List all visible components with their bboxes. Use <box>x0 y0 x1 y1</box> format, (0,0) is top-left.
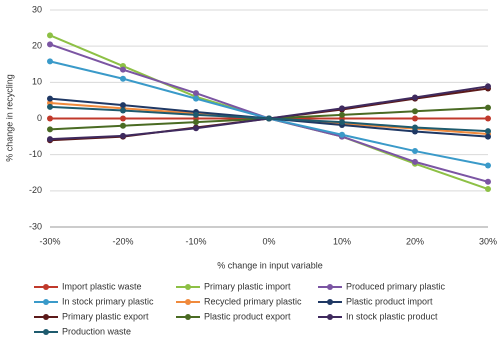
y-tick-label: 20 <box>32 41 42 51</box>
x-tick-label: 10% <box>333 236 351 246</box>
x-tick-label: -20% <box>112 236 133 246</box>
legend-marker <box>185 314 191 320</box>
data-point <box>120 66 126 73</box>
data-point <box>412 148 418 155</box>
data-point <box>47 41 53 48</box>
data-point <box>339 111 345 118</box>
data-point <box>120 107 126 114</box>
legend-marker <box>327 284 333 290</box>
legend-marker <box>327 314 333 320</box>
y-tick-label: -20 <box>29 185 42 195</box>
data-point <box>47 103 53 110</box>
data-point <box>339 131 345 138</box>
data-point <box>485 178 491 185</box>
x-tick-label: -10% <box>185 236 206 246</box>
x-tick-label: 30% <box>479 236 497 246</box>
legend-marker <box>185 299 191 305</box>
data-point <box>120 115 126 122</box>
x-tick-label: 0% <box>262 236 275 246</box>
y-axis-title: % change in recycling <box>4 74 14 162</box>
legend-marker <box>43 299 49 305</box>
series-line <box>49 60 489 167</box>
legend-label: In stock plastic product <box>346 311 438 321</box>
data-point <box>47 136 53 143</box>
legend-marker <box>43 284 49 290</box>
data-point <box>193 95 199 102</box>
data-point <box>193 111 199 118</box>
y-tick-label: 0 <box>37 113 42 123</box>
legend-marker <box>185 284 191 290</box>
data-point <box>412 124 418 131</box>
legend-label: Produced primary plastic <box>346 281 446 291</box>
legend-marker <box>327 299 333 305</box>
legend-label: Import plastic waste <box>62 281 142 291</box>
data-point <box>412 158 418 165</box>
data-point <box>485 83 491 90</box>
data-point <box>485 104 491 111</box>
data-point <box>412 115 418 122</box>
data-point <box>193 125 199 132</box>
data-point <box>339 119 345 126</box>
data-point <box>412 94 418 101</box>
data-point <box>485 115 491 122</box>
series-line <box>49 34 489 190</box>
y-tick-label: 10 <box>32 77 42 87</box>
legend-label: Primary plastic export <box>62 311 149 321</box>
data-point <box>485 133 491 140</box>
series-line <box>49 43 489 183</box>
data-point <box>47 126 53 133</box>
data-point <box>47 58 53 65</box>
data-point <box>47 32 53 39</box>
data-point <box>339 105 345 112</box>
legend-label: In stock primary plastic <box>62 296 154 306</box>
legend-label: Recycled primary plastic <box>204 296 302 306</box>
legend-label: Plastic product import <box>346 296 433 306</box>
data-point <box>193 119 199 126</box>
data-point <box>47 115 53 122</box>
data-point <box>120 122 126 129</box>
legend-marker <box>43 329 49 335</box>
legend-label: Plastic product export <box>204 311 291 321</box>
data-point <box>412 108 418 115</box>
data-point <box>120 75 126 82</box>
data-point <box>485 128 491 135</box>
data-point <box>485 162 491 169</box>
data-point <box>120 132 126 139</box>
data-point <box>120 102 126 109</box>
data-point <box>47 95 53 102</box>
y-tick-label: -30 <box>29 221 42 231</box>
y-tick-label: 30 <box>32 4 42 14</box>
legend-label: Primary plastic import <box>204 281 291 291</box>
x-axis-title: % change in input variable <box>217 260 323 270</box>
data-point <box>193 90 199 97</box>
legend-label: Production waste <box>62 326 131 336</box>
data-point <box>266 115 272 122</box>
data-point <box>485 186 491 193</box>
x-tick-label: -30% <box>39 236 60 246</box>
y-tick-label: -10 <box>29 149 42 159</box>
x-tick-label: 20% <box>406 236 424 246</box>
legend-marker <box>43 314 49 320</box>
